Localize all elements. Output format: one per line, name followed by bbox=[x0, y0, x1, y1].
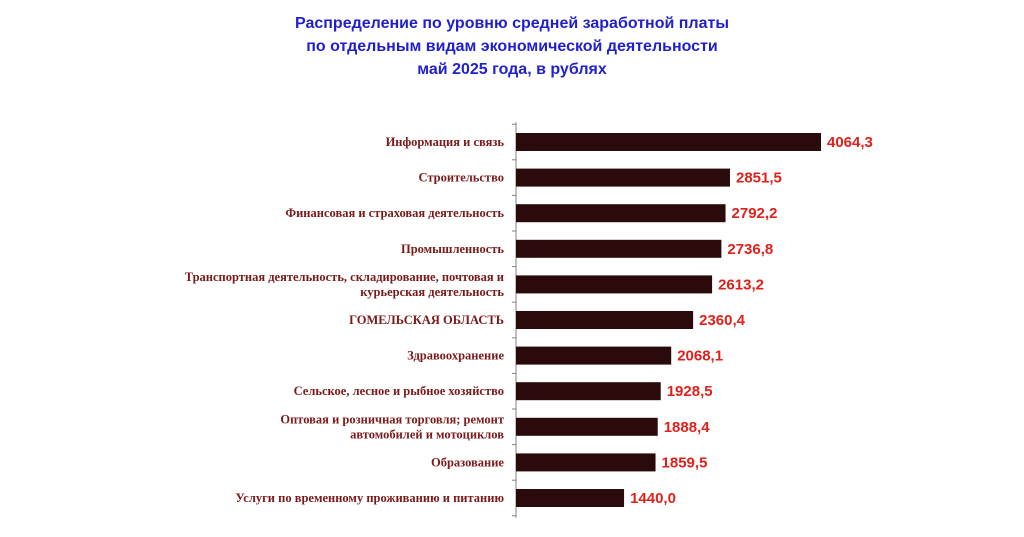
bar bbox=[516, 168, 730, 187]
data-label: 1928,5 bbox=[667, 383, 713, 400]
bar bbox=[516, 275, 713, 294]
data-label: 1859,5 bbox=[662, 454, 708, 471]
data-label: 2068,1 bbox=[677, 348, 723, 365]
chart-title-line: по отдельным видам экономической деятель… bbox=[306, 38, 718, 55]
bar bbox=[516, 453, 656, 472]
bar bbox=[516, 417, 658, 436]
data-label: 2360,4 bbox=[699, 312, 746, 329]
chart-title-line: Распределение по уровню средней заработн… bbox=[295, 15, 729, 32]
category-label: Промышленность bbox=[401, 242, 504, 256]
bar bbox=[516, 382, 661, 401]
chart-title: Распределение по уровню средней заработн… bbox=[0, 12, 1024, 81]
chart-title-line: май 2025 года, в рублях bbox=[417, 61, 607, 78]
category-label: Здравоохранение bbox=[407, 349, 504, 363]
data-label: 2792,2 bbox=[732, 205, 778, 222]
bar bbox=[516, 133, 821, 151]
category-label: автомобилей и мотоциклов bbox=[350, 427, 504, 441]
bar bbox=[516, 346, 672, 365]
category-label: Информация и связь bbox=[386, 135, 505, 149]
category-label: Строительство bbox=[419, 171, 504, 185]
bar bbox=[516, 311, 694, 329]
data-label: 4064,3 bbox=[827, 134, 873, 151]
category-label: курьерская деятельность bbox=[360, 285, 504, 299]
category-label: Транспортная деятельность, складирование… bbox=[185, 270, 504, 284]
bar bbox=[516, 239, 722, 258]
category-label: Услуги по временному проживанию и питани… bbox=[235, 491, 504, 505]
data-label: 2851,5 bbox=[736, 170, 782, 187]
category-label: Образование bbox=[431, 455, 504, 469]
category-label: Оптовая и розничная торговля; ремонт bbox=[280, 412, 504, 426]
category-label: Финансовая и страховая деятельность bbox=[285, 206, 504, 220]
data-label: 1888,4 bbox=[664, 419, 711, 436]
bar bbox=[516, 489, 625, 507]
data-label: 2613,2 bbox=[718, 276, 764, 293]
data-label: 2736,8 bbox=[727, 241, 773, 258]
bar bbox=[516, 204, 726, 223]
category-label: ГОМЕЛЬСКАЯ ОБЛАСТЬ bbox=[349, 313, 504, 327]
category-label: Сельское, лесное и рыбное хозяйство bbox=[294, 384, 504, 398]
data-label: 1440,0 bbox=[630, 490, 676, 507]
